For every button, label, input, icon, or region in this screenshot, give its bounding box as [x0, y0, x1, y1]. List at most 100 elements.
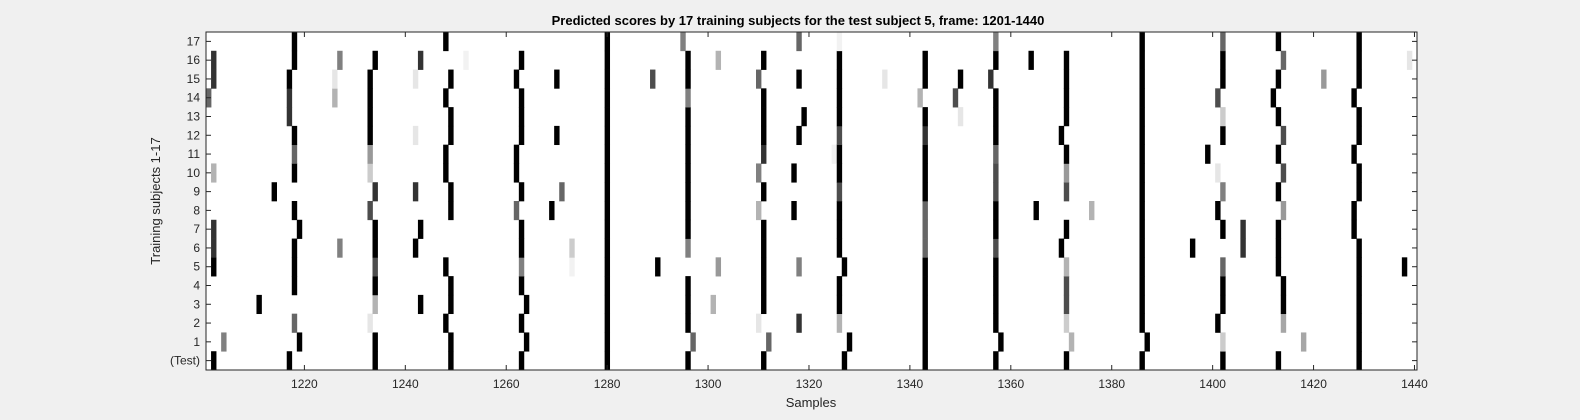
heatmap-cell [604, 107, 611, 127]
heatmap-cell [710, 294, 716, 315]
heatmap-cell [836, 163, 843, 183]
heatmap-cell [993, 125, 999, 146]
heatmap-cell [1068, 332, 1075, 352]
heatmap-cell [1356, 32, 1362, 52]
heatmap-cell [952, 88, 959, 108]
heatmap-cell [1063, 107, 1070, 127]
heatmap-cell [1063, 257, 1070, 277]
heatmap-cell [448, 201, 454, 221]
heatmap-cell [993, 313, 999, 333]
heatmap-cell [836, 182, 843, 202]
heatmap-cell [761, 351, 767, 371]
heatmap-cell [1139, 257, 1145, 277]
heatmap-cell [801, 107, 807, 127]
heatmap-cell [367, 88, 373, 108]
heatmap-cell [1063, 351, 1070, 371]
heatmap-cell [791, 163, 797, 183]
heatmap-cell [296, 219, 303, 239]
heatmap-cell [417, 294, 424, 315]
heatmap-cell [756, 163, 762, 183]
heatmap-cell [1220, 257, 1226, 277]
heatmap-cell [367, 313, 373, 333]
heatmap-cell [922, 294, 928, 315]
heatmap-cell [1220, 276, 1226, 296]
heatmap-cell [836, 69, 843, 89]
heatmap-cell [549, 201, 555, 221]
heatmap-cell [286, 88, 293, 108]
x-axis: 1220 1240 1260 1280 1300 1320 1340 1360 1380 1400… [291, 32, 1428, 391]
y-tick-label: 3 [193, 297, 200, 311]
heatmap-cell [443, 257, 449, 277]
heatmap-cell [1139, 238, 1145, 258]
heatmap-cell [604, 201, 611, 221]
heatmap-cell [291, 144, 298, 164]
heatmap-cell [1356, 332, 1362, 352]
heatmap-cell [993, 32, 999, 52]
heatmap-cell [993, 351, 999, 371]
heatmap-cell [417, 50, 424, 70]
heatmap-cell [1139, 313, 1145, 333]
heatmap-cell [1139, 107, 1145, 127]
heatmap-cell [518, 182, 525, 202]
heatmap-cell [761, 257, 767, 277]
heatmap-cell [1356, 50, 1362, 70]
x-tick-label: 1220 [291, 377, 318, 391]
heatmap-cell [922, 69, 928, 89]
heatmap-cell [993, 144, 999, 164]
heatmap-cell [271, 182, 277, 202]
y-tick-label: 16 [187, 53, 201, 67]
heatmap-cell [1275, 32, 1282, 52]
heatmap-cell [256, 294, 262, 315]
heatmap-cell [417, 219, 424, 239]
heatmap-cell [993, 88, 999, 108]
heatmap-cell [448, 351, 454, 371]
heatmap-cell [836, 88, 843, 108]
heatmap-cell [1220, 69, 1226, 89]
heatmap-cell [211, 69, 217, 89]
heatmap-cell [1220, 107, 1226, 127]
heatmap-cell [1089, 201, 1095, 221]
heatmap-cell [211, 238, 217, 258]
heatmap-cell [1356, 257, 1362, 277]
heatmap-cell [604, 69, 611, 89]
heatmap-cell [443, 144, 449, 164]
heatmap-cell [1275, 69, 1282, 89]
heatmap-cell [372, 182, 378, 202]
heatmap-cell [367, 107, 373, 127]
heatmap-cell [367, 125, 373, 146]
heatmap-cell [1063, 163, 1070, 183]
heatmap-cell [1139, 69, 1145, 89]
heatmap-cell [761, 50, 767, 70]
heatmap-cell [412, 238, 419, 258]
heatmap-cell [372, 294, 378, 315]
y-tick-label: 11 [188, 147, 201, 161]
heatmap-cell [513, 201, 520, 221]
heatmap-cell [1356, 276, 1362, 296]
heatmap-cell [685, 107, 691, 127]
heatmap-cell [448, 332, 454, 352]
x-tick-label: 1420 [1300, 377, 1327, 391]
heatmap-cell [1139, 294, 1145, 315]
heatmap-cell [1280, 50, 1287, 70]
heatmap-cell [766, 332, 772, 352]
x-tick-label: 1360 [997, 377, 1024, 391]
heatmap-cell [715, 257, 722, 277]
heatmap-cell [756, 69, 762, 89]
heatmap-cell [286, 107, 293, 127]
heatmap-cell [554, 125, 560, 146]
heatmap-cell [1139, 163, 1145, 183]
heatmap-cell [211, 351, 217, 371]
heatmap-cell [291, 32, 298, 52]
heatmap-cell [604, 294, 611, 315]
heatmap-cell [836, 294, 843, 315]
heatmap-cell [604, 257, 611, 277]
heatmap-cell [367, 163, 373, 183]
heatmap-cell [221, 332, 227, 352]
heatmap-cell [211, 163, 217, 183]
x-tick-label: 1380 [1098, 377, 1125, 391]
x-axis-label: Samples [786, 395, 837, 410]
heatmap-cell [993, 219, 999, 239]
heatmap-cell [1356, 182, 1362, 202]
